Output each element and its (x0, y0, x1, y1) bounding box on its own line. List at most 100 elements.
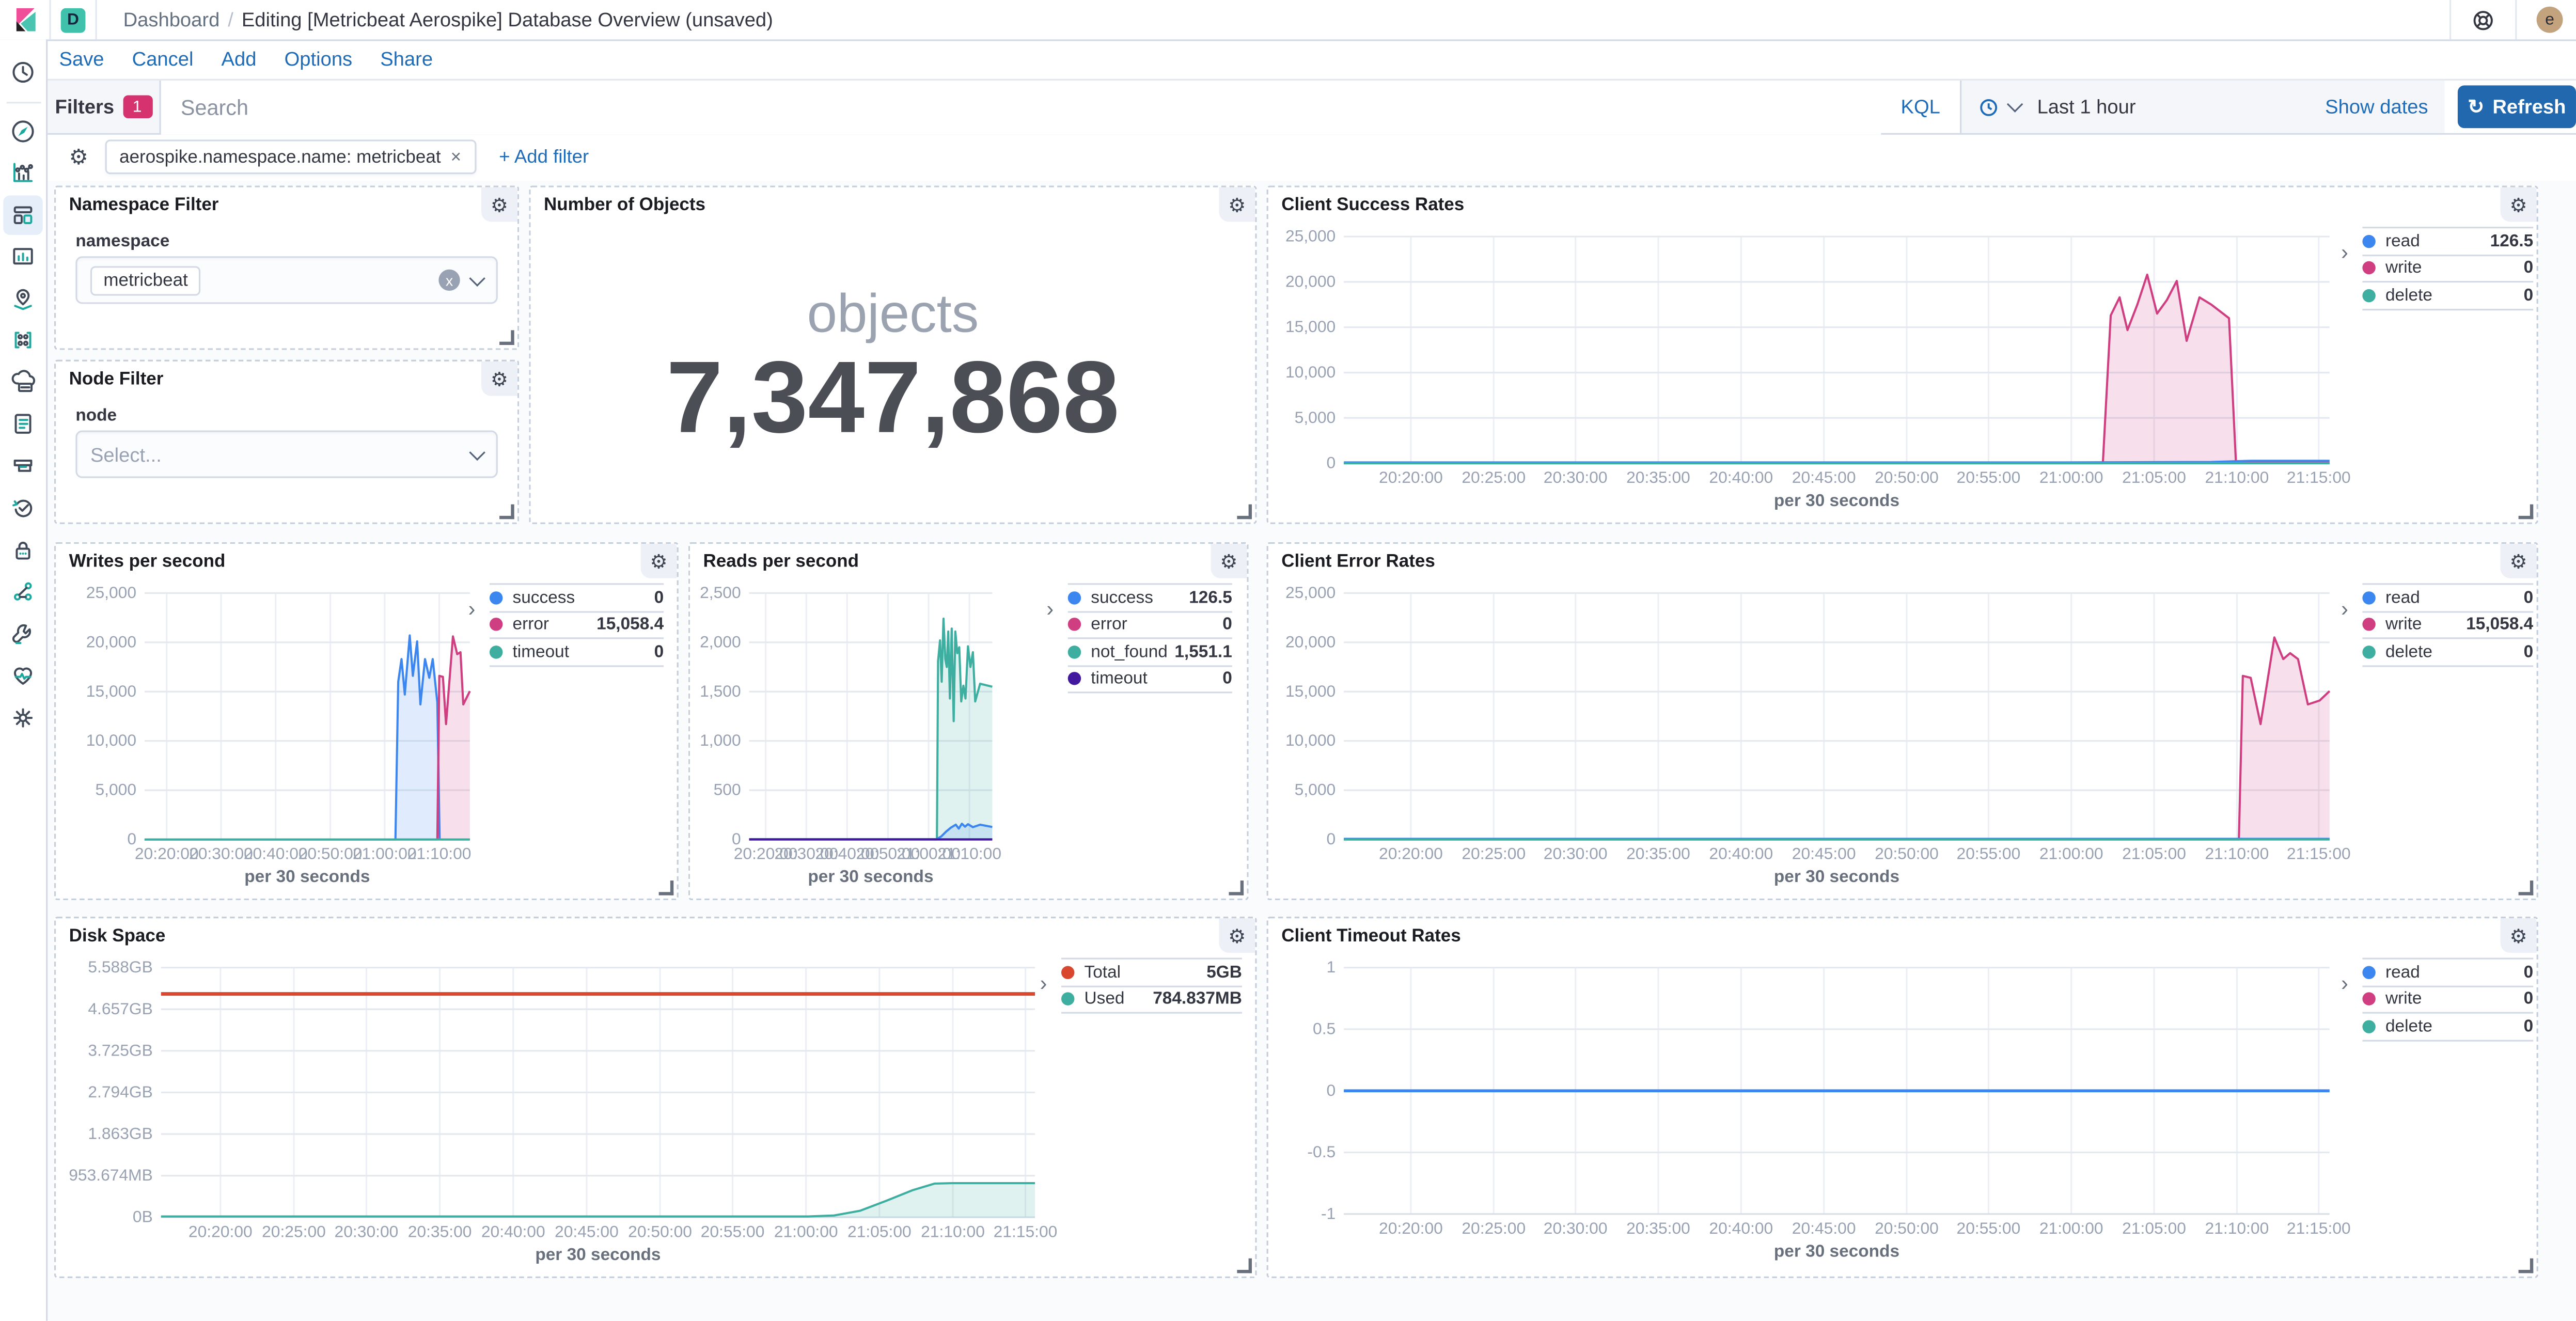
chevron-down-icon[interactable] (469, 269, 485, 286)
panel-gear-icon[interactable]: ⚙ (1219, 187, 1255, 222)
panel-gear-icon[interactable]: ⚙ (481, 187, 518, 222)
sidebar-item-dashboard[interactable] (3, 194, 43, 234)
legend-toggle-icon[interactable]: › (2341, 240, 2348, 265)
sidebar-item-canvas[interactable] (3, 237, 42, 276)
kibana-logo-icon[interactable] (13, 7, 39, 33)
filter-remove-icon[interactable]: × (450, 147, 462, 167)
legend-item-success[interactable]: success 126.5 (1067, 585, 1232, 612)
panel-resize-handle[interactable] (2518, 880, 2534, 895)
breadcrumb-dashboard[interactable]: Dashboard (123, 8, 220, 32)
filter-pill[interactable]: aerospike.namespace.name: metricbeat × (104, 139, 476, 175)
panel-gear-icon[interactable]: ⚙ (481, 361, 518, 396)
legend-item-write[interactable]: write 15,058.4 (2362, 612, 2534, 639)
sidebar-item-discover[interactable] (3, 111, 42, 150)
nav-sidebar (0, 39, 48, 1321)
namespace-combobox[interactable]: metricbeat x (75, 256, 498, 304)
legend-series-label: delete (2385, 642, 2432, 662)
legend-item-timeout[interactable]: timeout 0 (489, 639, 664, 666)
panel-resize-handle[interactable] (658, 880, 674, 895)
sidebar-item-uptime[interactable] (3, 488, 42, 527)
panel-resize-handle[interactable] (1237, 1258, 1252, 1273)
panel-gear-icon[interactable]: ⚙ (2500, 543, 2537, 578)
sidebar-item-logs[interactable] (3, 404, 42, 444)
panel-resize-handle[interactable] (2518, 1258, 2534, 1273)
panel-gear-icon[interactable]: ⚙ (2500, 918, 2537, 953)
legend-series-dot (489, 645, 503, 658)
help-icon[interactable] (2471, 7, 2495, 32)
sidebar-item-dev-tools[interactable] (3, 614, 42, 653)
sidebar-item-visualize[interactable] (3, 153, 42, 192)
filter-settings-gear-icon[interactable]: ⚙ (69, 144, 88, 169)
legend-toggle-icon[interactable]: › (1046, 596, 1054, 621)
sidebar-item-maps[interactable] (3, 278, 42, 318)
menu-item-cancel[interactable]: Cancel (132, 48, 194, 71)
svg-text:20:25:00: 20:25:00 (1462, 1219, 1526, 1237)
panel-resize-handle[interactable] (499, 504, 514, 520)
legend-toggle-icon[interactable]: › (2341, 596, 2348, 621)
legend-series-label: error (512, 615, 549, 635)
sidebar-item-apm[interactable] (3, 446, 42, 485)
time-picker[interactable]: Last 1 hour Show dates (1960, 80, 2445, 133)
menu-item-add[interactable]: Add (221, 48, 257, 71)
legend-item-Used[interactable]: Used 784.837MB (1061, 986, 1242, 1014)
legend-item-read[interactable]: read 126.5 (2362, 228, 2534, 256)
panel-reads-per-second: Reads per second ⚙ 20:20:00 20:30:00 20:40… (688, 542, 1249, 901)
sidebar-item-stack-monitoring[interactable] (3, 655, 42, 695)
panel-resize-handle[interactable] (499, 330, 514, 345)
legend-toggle-icon[interactable]: › (2341, 971, 2348, 996)
legend-toggle-icon[interactable]: › (468, 596, 476, 621)
menu-item-save[interactable]: Save (59, 48, 104, 71)
legend-item-delete[interactable]: delete 0 (2362, 639, 2534, 666)
legend-item-delete[interactable]: delete 0 (2362, 282, 2534, 310)
add-filter-link[interactable]: + Add filter (499, 147, 589, 167)
search-input[interactable] (161, 78, 1881, 135)
menu-item-options[interactable]: Options (284, 48, 353, 71)
clock-icon (1980, 98, 1998, 116)
panel-resize-handle[interactable] (2518, 504, 2534, 520)
svg-text:2,000: 2,000 (700, 632, 741, 651)
namespace-selected-pill[interactable]: metricbeat (90, 265, 201, 295)
refresh-button[interactable]: ↻ Refresh (2457, 85, 2576, 129)
panel-gear-icon[interactable]: ⚙ (1219, 918, 1255, 953)
show-dates-link[interactable]: Show dates (2325, 95, 2428, 119)
sidebar-item-infrastructure[interactable] (3, 362, 42, 401)
legend-series-label: write (2385, 989, 2422, 1009)
panel-gear-icon[interactable]: ⚙ (2500, 187, 2537, 222)
svg-text:21:10:00: 21:10:00 (921, 1222, 985, 1240)
sidebar-item-machine-learning[interactable] (3, 320, 42, 359)
legend-item-Total[interactable]: Total 5GB (1061, 960, 1242, 987)
panel-gear-icon[interactable]: ⚙ (1211, 543, 1247, 578)
legend-item-delete[interactable]: delete 0 (2362, 1014, 2534, 1041)
legend-item-read[interactable]: read 0 (2362, 960, 2534, 987)
clear-selection-icon[interactable]: x (438, 269, 460, 291)
space-badge[interactable]: D (60, 7, 86, 33)
legend-item-timeout[interactable]: timeout 0 (1067, 666, 1232, 694)
legend-item-success[interactable]: success 0 (489, 585, 664, 612)
legend-item-not_found[interactable]: not_found 1,551.1 (1067, 639, 1232, 666)
time-range-value: Last 1 hour (2037, 95, 2136, 119)
sidebar-item-security[interactable] (3, 530, 42, 569)
legend-series-label: Total (1084, 962, 1121, 982)
svg-text:21:00:00: 21:00:00 (2039, 1219, 2103, 1237)
filters-button[interactable]: Filters 1 (48, 80, 161, 133)
chevron-down-icon[interactable] (469, 444, 485, 460)
discover-icon (12, 119, 34, 141)
panel-gear-icon[interactable]: ⚙ (640, 543, 677, 578)
panel-resize-handle[interactable] (1229, 880, 1244, 895)
sidebar-item-management[interactable] (3, 697, 42, 736)
legend-series-dot (2362, 618, 2376, 632)
legend-item-write[interactable]: write 0 (2362, 986, 2534, 1014)
chart-legend: Total 5GB Used 784.837MB (1061, 957, 1242, 1014)
menu-item-share[interactable]: Share (380, 48, 433, 71)
legend-toggle-icon[interactable]: › (1040, 971, 1047, 996)
node-select[interactable]: Select... (75, 430, 498, 478)
legend-item-write[interactable]: write 0 (2362, 256, 2534, 283)
legend-item-read[interactable]: read 0 (2362, 585, 2534, 612)
panel-resize-handle[interactable] (1237, 504, 1252, 520)
kql-button[interactable]: KQL (1900, 95, 1940, 119)
sidebar-item-recently-viewed[interactable] (3, 53, 42, 92)
legend-item-error[interactable]: error 15,058.4 (489, 612, 664, 639)
legend-item-error[interactable]: error 0 (1067, 612, 1232, 639)
user-avatar[interactable]: e (2536, 6, 2563, 33)
sidebar-item-graph[interactable] (3, 572, 42, 611)
